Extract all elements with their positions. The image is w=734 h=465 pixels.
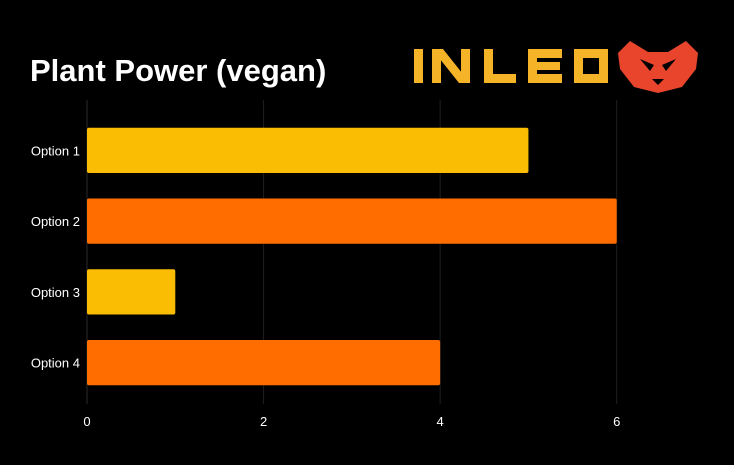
- category-label: Option 4: [31, 356, 80, 371]
- x-tick-label: 4: [437, 414, 444, 429]
- bar-option-4: [87, 339, 441, 386]
- inleo-logo: [414, 41, 698, 93]
- x-tick-labels: 0 2 4 6: [83, 414, 620, 429]
- x-tick-label: 6: [613, 414, 620, 429]
- chart-title: Plant Power (vegan): [30, 53, 327, 88]
- bar-option-3: [87, 269, 176, 315]
- category-labels: Option 1 Option 2 Option 3 Option 4: [31, 143, 80, 370]
- x-tick-label: 0: [83, 414, 90, 429]
- category-label: Option 1: [31, 143, 80, 158]
- inleo-wordmark: [414, 49, 608, 83]
- bar-option-2: [87, 198, 617, 244]
- bars: [87, 127, 617, 386]
- lion-head-icon: [618, 41, 698, 93]
- category-label: Option 3: [31, 285, 80, 300]
- x-tick-label: 2: [260, 414, 267, 429]
- bar-option-1: [87, 127, 529, 174]
- category-label: Option 2: [31, 214, 80, 229]
